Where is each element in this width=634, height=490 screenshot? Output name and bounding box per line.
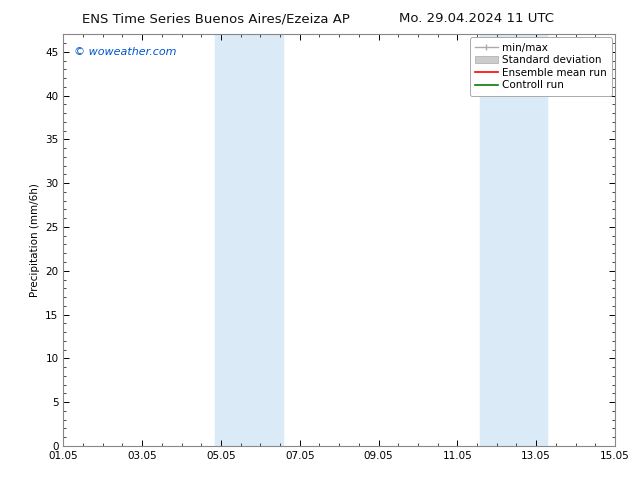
Legend: min/max, Standard deviation, Ensemble mean run, Controll run: min/max, Standard deviation, Ensemble me… [470,37,612,96]
Text: Mo. 29.04.2024 11 UTC: Mo. 29.04.2024 11 UTC [399,12,554,25]
Y-axis label: Precipitation (mm/6h): Precipitation (mm/6h) [30,183,40,297]
Text: © woweather.com: © woweather.com [74,47,177,57]
Bar [215,34,283,446]
Text: ENS Time Series Buenos Aires/Ezeiza AP: ENS Time Series Buenos Aires/Ezeiza AP [82,12,351,25]
Bar [480,34,547,446]
